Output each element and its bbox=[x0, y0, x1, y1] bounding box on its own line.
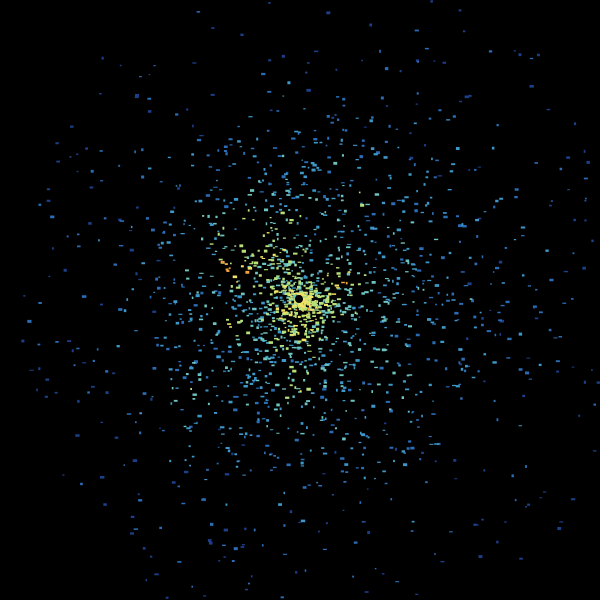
radar-site bbox=[295, 295, 303, 303]
echo-layer bbox=[21, 0, 600, 599]
echo-band bbox=[190, 191, 367, 399]
